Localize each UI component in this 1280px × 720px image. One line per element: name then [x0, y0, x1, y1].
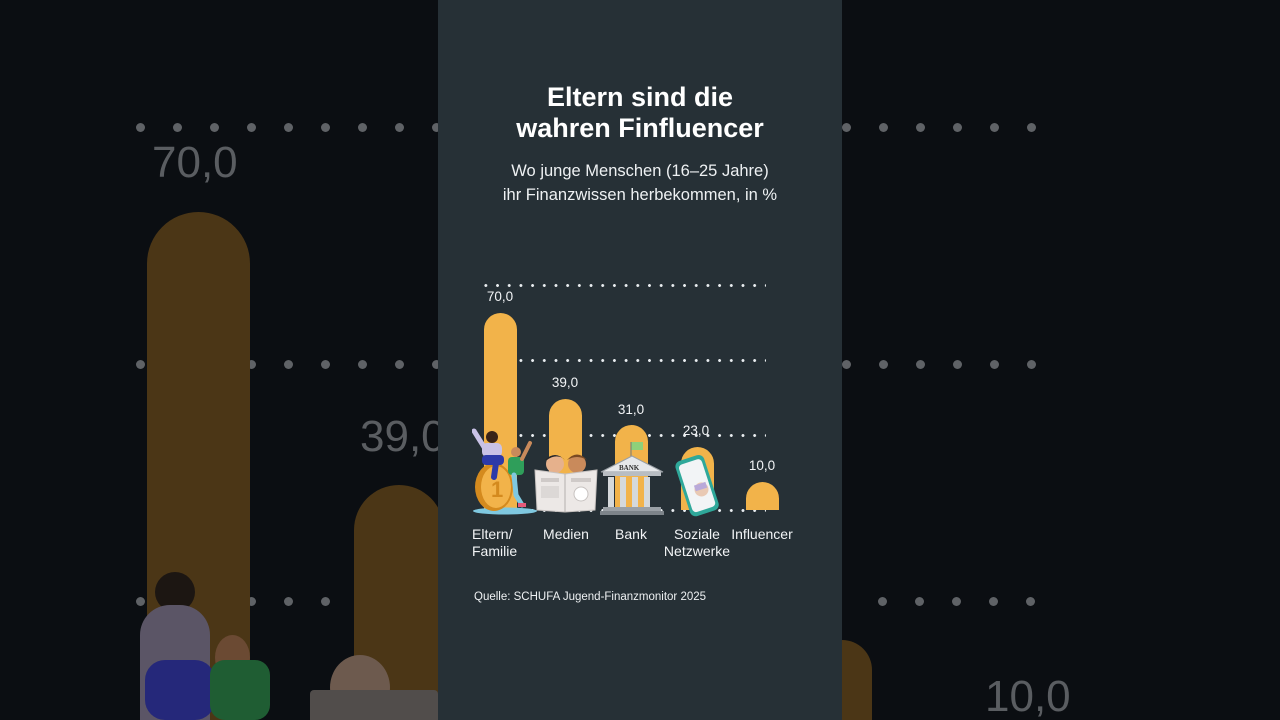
svg-text:1: 1 — [491, 477, 503, 502]
bg-gridline — [136, 123, 441, 133]
category-label: Medien — [543, 526, 589, 542]
svg-text:BANK: BANK — [619, 464, 640, 472]
value-label: 31,0 — [617, 402, 645, 417]
bar-influencer — [746, 482, 779, 510]
bg-person-icon — [210, 660, 270, 720]
bg-gridline — [842, 123, 1036, 133]
chart-card: Eltern sind die wahren Finfluencer Wo ju… — [438, 0, 842, 720]
parents-on-coin-icon: 1 — [472, 428, 537, 515]
source-note: Quelle: SCHUFA Jugend-Finanzmonitor 2025 — [474, 591, 707, 603]
category-label: Bank — [615, 526, 647, 542]
smartphone-icon — [675, 454, 719, 517]
bg-gridline — [842, 360, 1036, 370]
category-label: Influencer — [731, 526, 793, 542]
subtitle-line-1: Wo junge Menschen (16–25 Jahre) — [511, 162, 769, 180]
bg-person-icon — [145, 660, 215, 720]
category-label-line: Eltern/ — [472, 526, 513, 542]
title-line-2: wahren Finfluencer — [516, 113, 764, 143]
category-label-line: Soziale — [674, 526, 720, 542]
newspaper-readers-icon — [534, 454, 598, 513]
bank-building-icon: BANK — [600, 442, 664, 515]
value-label: 23,0 — [682, 423, 710, 438]
bg-gridline — [878, 597, 1035, 607]
gridline — [480, 359, 766, 362]
bg-bar — [842, 640, 872, 720]
category-label: Soziale Netzwerke — [657, 526, 737, 560]
bg-value-label: 39,0 — [360, 412, 446, 461]
category-label-line: Familie — [472, 543, 518, 559]
value-label: 39,0 — [551, 375, 579, 390]
value-label: 10,0 — [748, 458, 776, 473]
value-label: 70,0 — [486, 289, 514, 304]
bg-value-label: 70,0 — [152, 138, 238, 187]
title-line-1: Eltern sind die — [546, 82, 734, 112]
category-label: Eltern/ Familie — [472, 526, 528, 560]
category-label-line: Netzwerke — [663, 543, 731, 559]
bg-value-label: 10,0 — [985, 672, 1071, 720]
chart-title: Eltern sind die wahren Finfluencer — [438, 82, 842, 144]
subtitle-line-2: ihr Finanzwissen herbekommen, in % — [502, 186, 778, 204]
gridline — [480, 284, 766, 287]
chart-subtitle: Wo junge Menschen (16–25 Jahre) ihr Fina… — [438, 159, 842, 207]
bg-newspaper-icon — [310, 690, 438, 720]
